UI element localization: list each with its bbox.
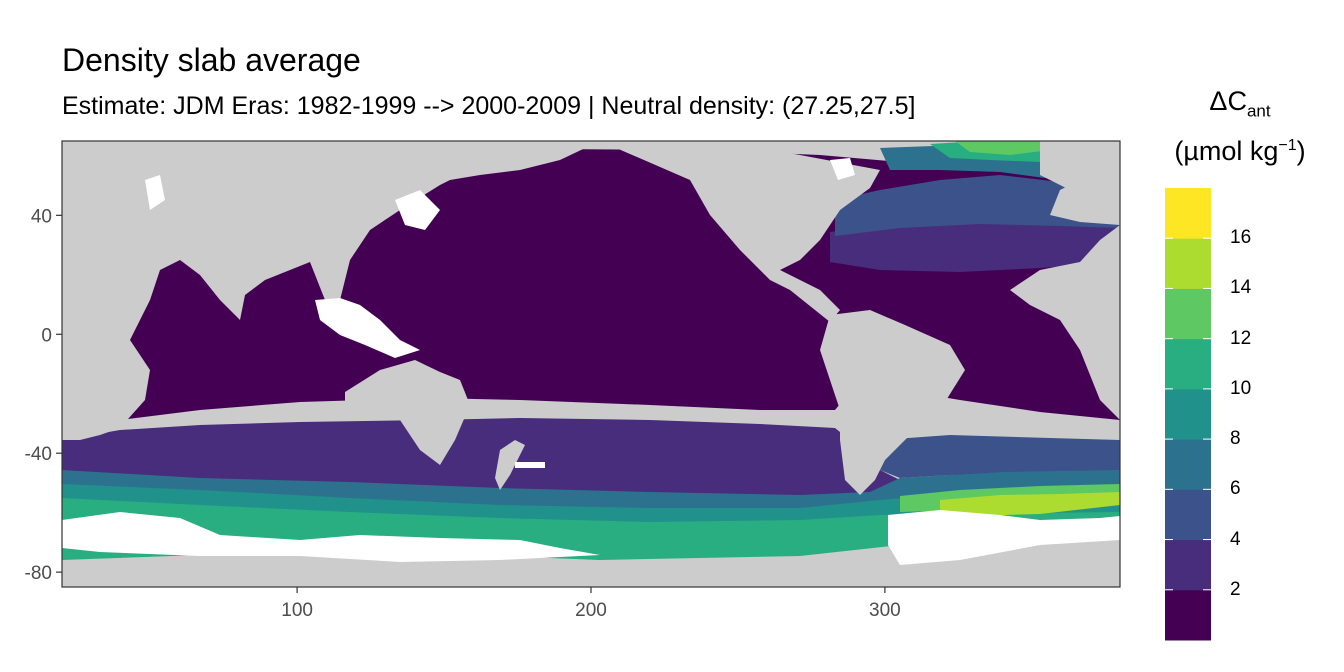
south-atlantic-peak [940, 492, 1120, 516]
no-data-layer [62, 158, 1120, 565]
legend-title-symbol: ΔCant [1150, 86, 1330, 121]
colorbar [1165, 188, 1211, 641]
colorbar-label: 14 [1230, 277, 1252, 299]
colorbar-label: 4 [1230, 528, 1241, 550]
subpolar-atlantic-peak [955, 141, 1050, 155]
no-data-caspian [145, 175, 165, 210]
y-tick-label: 40 [31, 206, 52, 227]
x-tick-label: 100 [281, 600, 313, 621]
north-atlantic-band-3 [830, 218, 1120, 272]
y-tick-label: -40 [25, 444, 52, 465]
colorbar-label: 16 [1230, 227, 1252, 249]
colorbar-segment [1165, 288, 1211, 340]
colorbar-segment [1165, 338, 1211, 390]
land-europe-west-africa [1010, 141, 1120, 420]
no-data-weddell [888, 510, 1120, 565]
land-layer [62, 141, 1120, 587]
land-east-asia [440, 141, 600, 185]
y-tick-label: -80 [25, 563, 52, 584]
map-title: Density slab average [62, 42, 361, 78]
no-data-hudson [830, 158, 855, 180]
colorbar-label: 2 [1230, 578, 1241, 600]
colorbar-label: 8 [1230, 428, 1241, 450]
colorbar-label: 12 [1230, 327, 1252, 349]
no-data-indonesia [315, 298, 420, 358]
north-atlantic-band-5 [835, 175, 1120, 236]
no-data-antarctic-shelf [62, 512, 600, 562]
colorbar-label: 10 [1230, 377, 1252, 399]
legend-unit-close: ) [1296, 136, 1306, 166]
colorbar-segment [1165, 439, 1211, 490]
land-north-america [600, 141, 880, 322]
no-data-japan-sea [395, 190, 440, 230]
colorbar-segment [1165, 238, 1211, 289]
legend-subscript: ant [1246, 101, 1271, 121]
colorbar-segment [1165, 539, 1211, 591]
land-south-america [820, 310, 965, 495]
map-subtitle: Estimate: JDM Eras: 1982-1999 --> 2000-2… [62, 92, 916, 120]
legend-title-unit: (µmol kg−1) [1150, 136, 1330, 167]
legend-symbol: ΔC [1209, 86, 1247, 116]
colorbar-label: 6 [1230, 478, 1241, 500]
x-tick-label: 300 [869, 600, 901, 621]
y-tick-label: 0 [41, 325, 52, 346]
land-new-zealand [495, 440, 525, 490]
land-antarctica [62, 540, 1120, 587]
no-data-nz-strait [515, 462, 545, 468]
x-tick-label: 200 [575, 600, 607, 621]
land-eurasia-africa [62, 141, 440, 440]
land-australia [345, 360, 470, 465]
colorbar-segment [1165, 388, 1211, 440]
colorbar-segment [1165, 489, 1211, 541]
legend-unit-sup: −1 [1278, 137, 1297, 154]
colorbar-segment [1165, 188, 1211, 239]
legend-unit-open: (µmol kg [1174, 136, 1279, 166]
colorbar-segment [1165, 589, 1211, 641]
south-atlantic-band-5 [880, 435, 1120, 478]
